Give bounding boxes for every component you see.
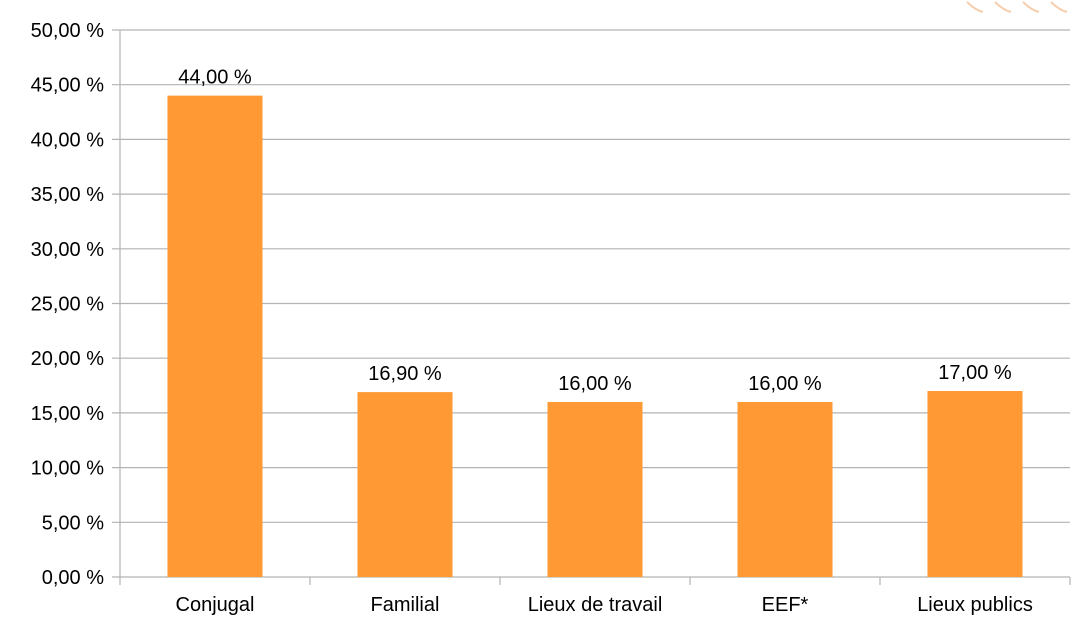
y-tick-label: 35,00 %: [31, 184, 105, 206]
x-tick-label: Conjugal: [176, 594, 255, 616]
x-tick-label: EEF*: [762, 594, 809, 616]
axes: [119, 30, 1071, 585]
y-tick-label: 40,00 %: [31, 129, 105, 151]
y-tick-label: 10,00 %: [31, 458, 105, 480]
bars: [167, 95, 1023, 577]
x-tick-label: Familial: [371, 594, 440, 616]
gridlines: [112, 29, 1070, 578]
bar-lieux-de-travail: [547, 401, 643, 577]
data-label: 44,00 %: [178, 67, 252, 89]
y-tick-label: 0,00 %: [42, 567, 104, 589]
data-labels: 44,00 % 16,90 % 16,00 % 16,00 % 17,00 %: [178, 67, 1012, 395]
bar-familial: [357, 392, 453, 577]
bar-eef: [737, 401, 833, 577]
y-tick-label: 5,00 %: [42, 512, 104, 534]
x-axis-tick-labels: Conjugal Familial Lieux de travail EEF* Lieu…: [176, 594, 1033, 616]
bar-lieux-publics: [927, 391, 1023, 577]
x-tick-label: Lieux publics: [917, 594, 1033, 616]
y-tick-label: 20,00 %: [31, 348, 105, 370]
data-label: 16,90 %: [368, 363, 442, 385]
y-tick-label: 50,00 %: [31, 20, 105, 42]
bar-conjugal: [167, 95, 263, 577]
corner-decoration: [966, 1, 1068, 13]
y-tick-label: 25,00 %: [31, 294, 105, 316]
y-axis-tick-labels: 0,00 % 5,00 % 10,00 % 15,00 % 20,00 % 25,00 %…: [31, 20, 105, 589]
y-tick-label: 15,00 %: [31, 403, 105, 425]
data-label: 17,00 %: [938, 362, 1012, 384]
data-label: 16,00 %: [558, 373, 632, 395]
y-tick-label: 30,00 %: [31, 239, 105, 261]
y-tick-label: 45,00 %: [31, 75, 105, 97]
data-label: 16,00 %: [748, 373, 822, 395]
x-tick-label: Lieux de travail: [528, 594, 663, 616]
